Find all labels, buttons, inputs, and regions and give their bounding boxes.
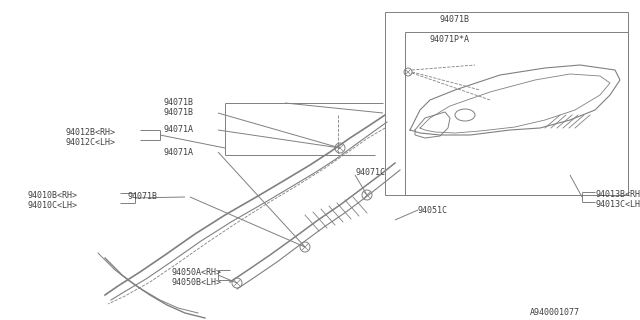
Text: 94013C<LH>: 94013C<LH> [596,200,640,209]
Text: 94010B<RH>: 94010B<RH> [28,191,78,200]
Text: 94071B: 94071B [163,108,193,117]
Text: 94071B: 94071B [163,98,193,107]
Text: 94012C<LH>: 94012C<LH> [65,138,115,147]
Text: 94071B: 94071B [440,15,470,24]
Text: 94071A: 94071A [163,125,193,134]
Text: 94050B<LH>: 94050B<LH> [172,278,222,287]
Text: 94071P*A: 94071P*A [430,35,470,44]
Text: 94071C: 94071C [355,168,385,177]
Text: 94050A<RH>: 94050A<RH> [172,268,222,277]
Text: 94013B<RH>: 94013B<RH> [596,190,640,199]
Bar [385,12,628,195]
Text: 94010C<LH>: 94010C<LH> [28,201,78,210]
Text: 94012B<RH>: 94012B<RH> [65,128,115,137]
Text: 94051C: 94051C [418,206,448,215]
Text: A940001077: A940001077 [530,308,580,317]
Text: 94071B: 94071B [128,192,158,201]
Text: 94071A: 94071A [163,148,193,157]
Bar [405,32,628,195]
